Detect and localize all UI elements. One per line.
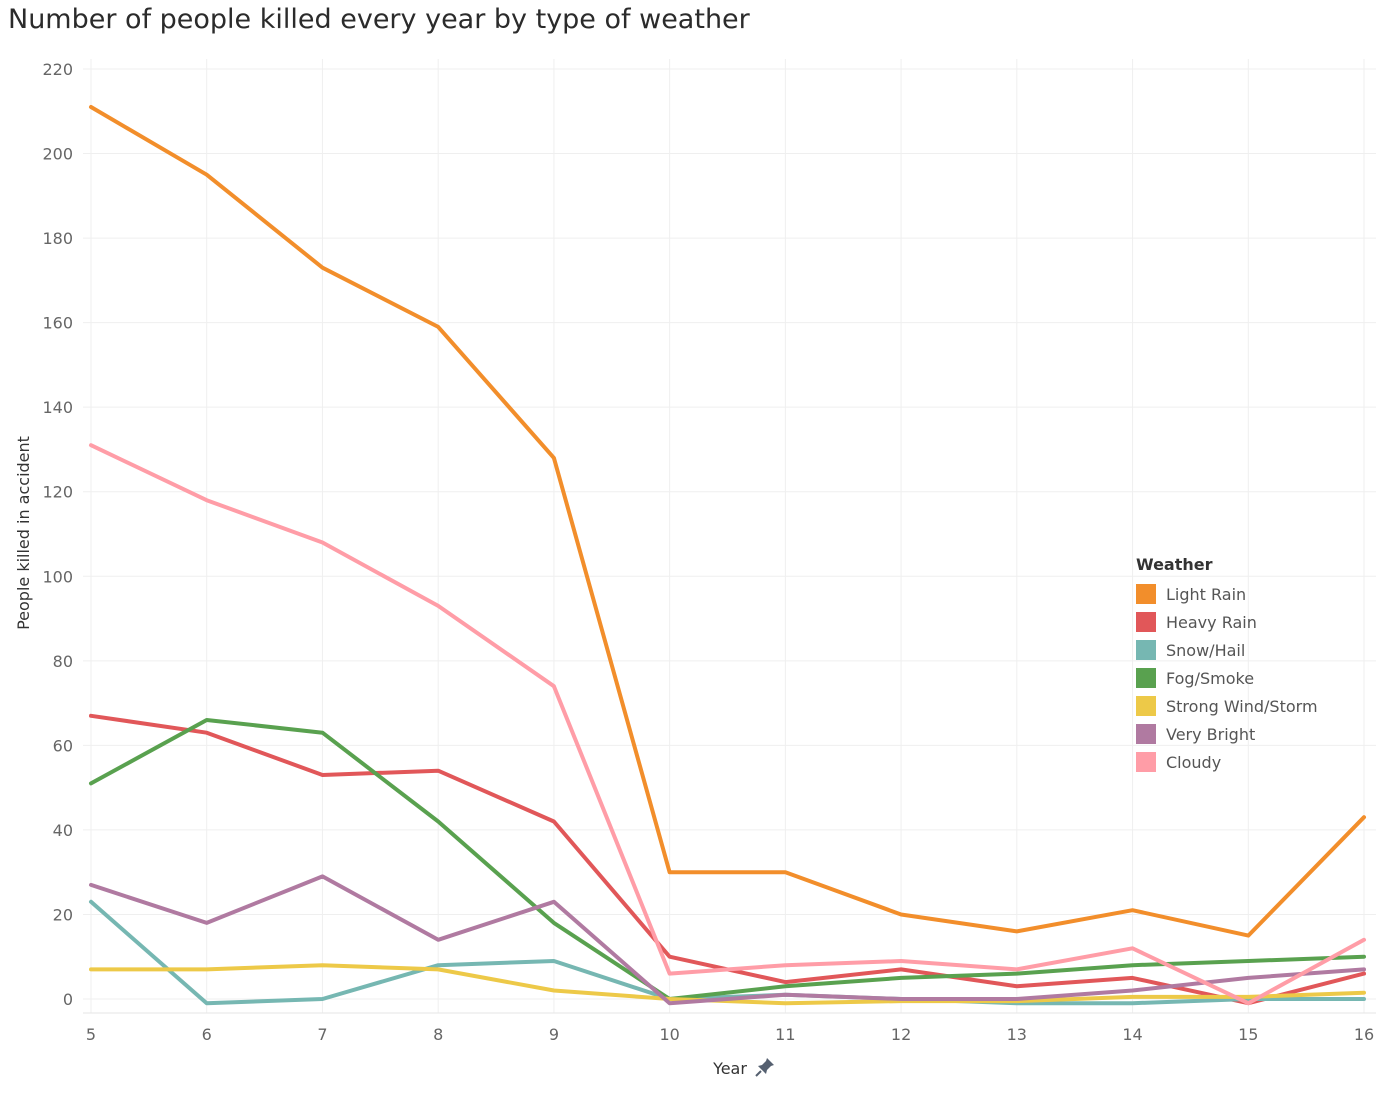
x-tick-label: 7 [317,1025,327,1044]
series-line-fog-smoke[interactable] [89,718,1366,1001]
x-tick-label: 14 [1122,1025,1142,1044]
legend-item[interactable]: Fog/Smoke [1136,664,1318,692]
pin-icon[interactable] [754,1056,776,1078]
legend-title: Weather [1136,555,1213,574]
series-line-strong-wind-storm[interactable] [89,963,1366,1006]
legend-item[interactable]: Very Bright [1136,720,1318,748]
x-tick-label: 15 [1238,1025,1258,1044]
legend-swatch [1136,612,1156,632]
legend-label: Cloudy [1166,752,1222,772]
y-tick-label: 120 [42,483,73,502]
y-axis-title: People killed in accident [14,436,33,630]
y-tick-label: 40 [53,821,73,840]
legend-swatch [1136,584,1156,604]
legend-swatch [1136,724,1156,744]
y-tick-label: 20 [53,905,73,924]
legend-item[interactable]: Heavy Rain [1136,608,1318,636]
legend-label: Strong Wind/Storm [1166,696,1318,716]
series-lines [89,105,1366,1006]
y-tick-label: 160 [42,314,73,333]
legend-label: Heavy Rain [1166,612,1257,632]
series-line-cloudy[interactable] [89,443,1366,1006]
x-tick-label: 6 [202,1025,212,1044]
chart-title: Number of people killed every year by ty… [8,4,750,35]
legend-item[interactable]: Light Rain [1136,580,1318,608]
series-line-light-rain[interactable] [89,105,1366,938]
legend-item[interactable]: Strong Wind/Storm [1136,692,1318,720]
y-tick-label: 140 [42,398,73,417]
x-tick-label: 11 [775,1025,795,1044]
legend-swatch [1136,752,1156,772]
x-tick-label: 8 [433,1025,443,1044]
legend: Weather Light Rain Heavy Rain Snow/Hail Fog… [1136,555,1318,776]
legend-swatch [1136,696,1156,716]
legend-swatch [1136,640,1156,660]
legend-label: Light Rain [1166,584,1247,604]
x-tick-label: 13 [1007,1025,1027,1044]
series-line-snow-hail[interactable] [89,899,1366,1006]
y-tick-label: 180 [42,229,73,248]
y-tick-label: 200 [42,145,73,164]
legend-label: Very Bright [1166,724,1256,744]
y-tick-label: 60 [53,736,73,755]
axes: 5 6 7 8 9 10 11 12 13 14 15 16020406080100120140160… [42,60,1376,1044]
legend-label: Fog/Smoke [1166,668,1255,688]
y-tick-label: 100 [42,567,73,586]
legend-swatch [1136,668,1156,688]
y-tick-label: 220 [42,60,73,79]
y-tick-label: 0 [63,990,73,1009]
x-tick-label: 16 [1354,1025,1374,1044]
x-tick-label: 10 [659,1025,679,1044]
legend-label: Snow/Hail [1166,640,1246,660]
y-tick-label: 80 [53,652,73,671]
series-line-very-bright[interactable] [89,874,1366,1006]
x-axis-title: Year [712,1059,747,1078]
gridlines [83,59,1376,1013]
legend-item[interactable]: Snow/Hail [1136,636,1318,664]
x-tick-label: 9 [549,1025,559,1044]
x-tick-label: 12 [891,1025,911,1044]
legend-item[interactable]: Cloudy [1136,748,1318,776]
x-tick-label: 5 [86,1025,96,1044]
